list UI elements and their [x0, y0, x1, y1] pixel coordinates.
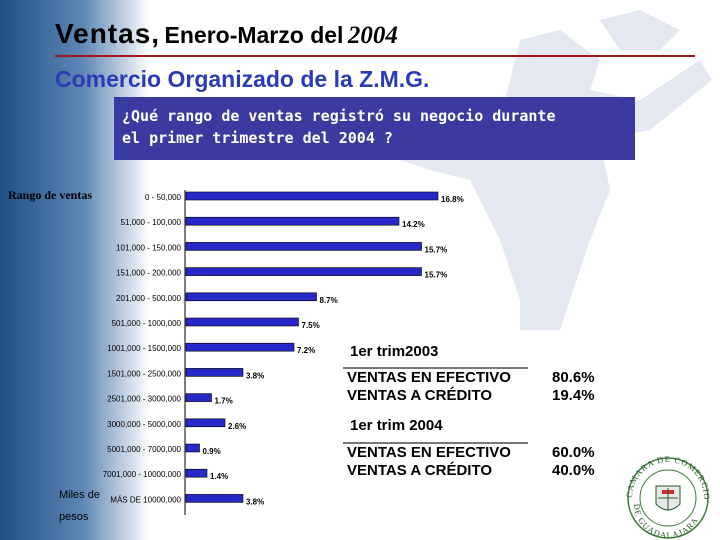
bar: [185, 468, 208, 478]
chart-x-axis-title-line-2: pesos: [59, 511, 89, 523]
title-year: 2004: [347, 22, 398, 49]
bar: [185, 292, 317, 302]
bar: [185, 191, 439, 201]
chart-y-axis-title: Rango de ventas: [8, 188, 92, 202]
bar-value-label: 15.7%: [425, 245, 448, 254]
page-subtitle: Comercio Organizado de la Z.M.G.: [55, 66, 430, 92]
bar-value-label: 0.9%: [203, 447, 221, 456]
comparison-table-heading: 1er trim2003: [350, 343, 439, 360]
table-top-rule: [343, 442, 528, 444]
table-row-label: VENTAS A CRÉDITO: [347, 462, 493, 479]
category-label: 151,000 - 200,000: [116, 269, 181, 278]
bar: [185, 393, 212, 402]
bar-value-label: 3.8%: [246, 371, 264, 380]
category-label: 3000,000 - 5000,000: [107, 420, 181, 429]
table-row-label: VENTAS A CRÉDITO: [347, 387, 493, 404]
bar-value-label: 8.7%: [320, 296, 338, 305]
category-label: MÁS DE 10000,000: [110, 495, 181, 504]
category-label: 0 - 50,000: [145, 193, 182, 202]
bar-value-label: 14.2%: [402, 220, 425, 229]
category-label: 7001,000 - 10000,000: [103, 470, 182, 479]
comparison-table-heading: 1er trim 2004: [350, 417, 443, 434]
table-row-value: 40.0%: [552, 462, 595, 479]
chamber-of-commerce-seal: CAMARA DE COMERCIO DE GUADALAJARA: [624, 454, 711, 540]
table-row-label: VENTAS EN EFECTIVO: [347, 444, 511, 461]
bar-value-label: 7.2%: [297, 346, 315, 355]
bar: [185, 494, 244, 503]
title-period: Enero-Marzo del: [164, 22, 344, 48]
title-main: Ventas,: [55, 18, 161, 49]
page-title: Ventas, Enero-Marzo del 2004: [55, 18, 398, 50]
bar: [185, 216, 400, 226]
category-label: 501,000 - 1000,000: [112, 319, 182, 328]
table-row-label: VENTAS EN EFECTIVO: [347, 369, 511, 386]
table-row-value: 60.0%: [552, 444, 595, 461]
bar-value-label: 16.8%: [441, 195, 464, 204]
bar: [185, 267, 422, 276]
table-top-rule: [343, 367, 528, 369]
category-label: 201,000 - 500,000: [116, 294, 181, 303]
chart-x-axis-title-line-1: Miles de: [59, 489, 100, 501]
bar: [185, 342, 295, 352]
table-row-value: 80.6%: [552, 369, 595, 386]
question-line-2: el primer trimestre del 2004 ?: [122, 129, 393, 147]
title-underline: [55, 55, 695, 57]
bar-value-label: 3.8%: [246, 497, 264, 506]
bar: [185, 317, 299, 327]
category-label: 2501,000 - 3000,000: [107, 395, 181, 404]
category-label: 101,000 - 150,000: [116, 243, 181, 252]
question-line-1: ¿Qué rango de ventas registró su negocio…: [122, 107, 556, 125]
category-label: 5001,000 - 7000,000: [107, 445, 181, 454]
table-row-value: 19.4%: [552, 387, 595, 404]
bar-value-label: 7.5%: [302, 321, 320, 330]
bar: [185, 443, 200, 453]
bar-value-label: 1.4%: [210, 472, 228, 481]
bar: [185, 242, 422, 251]
bar: [185, 368, 244, 377]
bar: [185, 418, 226, 428]
category-label: 1001,000 - 1500,000: [107, 344, 181, 353]
category-label: 1501,000 - 2500,000: [107, 369, 181, 378]
question-box: ¿Qué rango de ventas registró su negocio…: [114, 97, 635, 160]
category-label: 51,000 - 100,000: [121, 218, 182, 227]
bar-value-label: 15.7%: [425, 271, 448, 280]
left-gradient-band: [0, 0, 150, 540]
bar-value-label: 1.7%: [215, 397, 233, 406]
bar-value-label: 2.6%: [228, 422, 246, 431]
